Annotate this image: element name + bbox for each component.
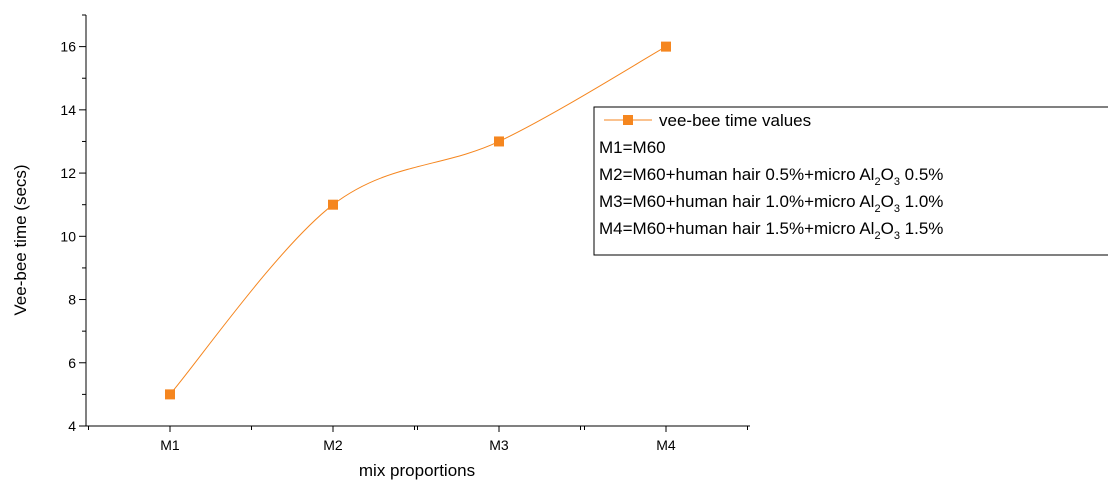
- legend-note-3: M3=M60+human hair 1.0%+micro Al2O3 1.0%: [599, 192, 943, 215]
- legend-marker: [623, 115, 633, 125]
- data-point: [661, 41, 671, 52]
- x-tick-label: M4: [656, 437, 676, 453]
- y-tick-label: 14: [60, 102, 76, 118]
- y-axis-title: Vee-bee time (secs): [11, 164, 30, 315]
- axes: 4 6 8 10 12 14 16 M1 M2 M3 M4: [60, 14, 750, 453]
- x-tick-label: M1: [160, 437, 180, 453]
- y-tick-label: 12: [60, 165, 76, 181]
- legend-note-2: M2=M60+human hair 0.5%+micro Al2O3 0.5%: [599, 165, 943, 188]
- series-line: [169, 46, 667, 395]
- y-tick-label: 10: [60, 228, 76, 244]
- legend-note-1: M1=M60: [599, 138, 666, 157]
- legend-box: [593, 106, 1108, 256]
- y-tick-label: 4: [68, 418, 76, 434]
- x-tick-label: M2: [323, 437, 343, 453]
- y-tick-label: 16: [60, 39, 76, 55]
- y-tick-label: 6: [68, 355, 76, 371]
- plot-area: [165, 41, 671, 400]
- x-axis-title: mix proportions: [359, 461, 475, 480]
- legend-series-label: vee-bee time values: [659, 111, 811, 130]
- legend: vee-bee time values M1=M60 M2=M60+human …: [593, 106, 1108, 256]
- legend-note-4: M4=M60+human hair 1.5%+micro Al2O3 1.5%: [599, 219, 943, 242]
- data-point: [165, 389, 175, 400]
- data-point: [328, 199, 338, 210]
- y-tick-label: 8: [68, 292, 76, 308]
- x-tick-label: M3: [489, 437, 509, 453]
- data-point: [494, 136, 504, 147]
